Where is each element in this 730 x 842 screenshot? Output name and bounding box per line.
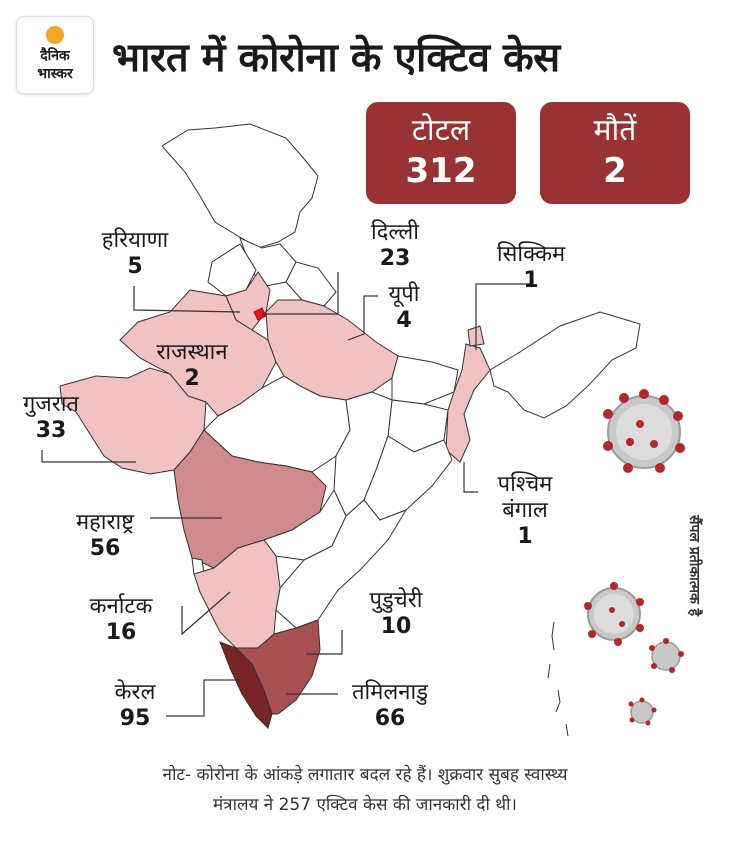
sample-symbolic-note: सैंपल प्रतीकात्मक है [686, 515, 702, 617]
west-bengal-name-1: पश्चिम [497, 472, 553, 497]
page-title: भारत में कोरोना के एक्टिव केस [112, 35, 560, 81]
up-name: यूपी [388, 282, 420, 307]
up-value: 4 [396, 308, 412, 333]
haryana-name: हरियाणा [101, 228, 169, 253]
label-haryana: हरियाणा 5 [80, 228, 190, 280]
label-puducherry: पुडुचेरी 10 [348, 588, 444, 640]
total-value: 312 [405, 151, 477, 191]
sikkim-name: सिक्किम [496, 242, 566, 267]
gujarat-value: 33 [35, 418, 67, 443]
footnote: नोट- कोरोना के आंकड़े लगातार बदल रहे हैं… [0, 760, 730, 820]
puducherry-name: पुडुचेरी [369, 588, 423, 613]
sikkim-value: 1 [523, 268, 539, 293]
rajasthan-name: राजस्थान [156, 340, 228, 365]
label-up: यूपी 4 [374, 282, 434, 334]
label-karnataka: कर्नाटक 16 [66, 594, 176, 646]
tamil-nadu-name: तमिलनाडु [352, 680, 428, 705]
state-andhra-pradesh [275, 499, 408, 629]
maharashtra-value: 56 [89, 536, 121, 561]
maharashtra-name: महाराष्ट्र [75, 510, 135, 535]
logo-line-1: दैनिक [40, 48, 70, 64]
total-box: टोटल 312 [366, 102, 516, 204]
virus-illustration-large [603, 389, 685, 473]
virus-illustration-tiny [628, 697, 657, 726]
delhi-value: 23 [379, 246, 411, 271]
karnataka-value: 16 [105, 620, 137, 645]
label-delhi: दिल्ली 23 [350, 220, 440, 272]
deaths-box: मौतें 2 [540, 102, 690, 204]
dainik-bhaskar-logo: दैनिक भास्कर [16, 16, 94, 94]
logo-line-2: भास्कर [37, 66, 73, 82]
delhi-marker [253, 307, 267, 321]
gujarat-name: गुजरात [23, 392, 79, 417]
state-uttar-pradesh [265, 299, 399, 401]
state-jammu-kashmir [161, 123, 319, 249]
delhi-name: दिल्ली [371, 220, 419, 245]
andaman-islands [547, 621, 569, 737]
kerala-value: 95 [119, 706, 151, 731]
virus-illustration-medium [584, 582, 644, 646]
label-maharashtra: महाराष्ट्र 56 [50, 510, 160, 562]
haryana-value: 5 [127, 254, 143, 279]
state-karnataka [193, 539, 281, 649]
rajasthan-value: 2 [184, 366, 200, 391]
deaths-value: 2 [603, 151, 627, 191]
label-kerala: केरल 95 [92, 680, 178, 732]
footnote-line-1: नोट- कोरोना के आंकड़े लगातार बदल रहे हैं… [162, 765, 568, 785]
label-gujarat: गुजरात 33 [6, 392, 96, 444]
tamil-nadu-value: 66 [374, 706, 406, 731]
west-bengal-value: 1 [517, 524, 533, 549]
puducherry-value: 10 [380, 614, 412, 639]
state-north-east [489, 311, 641, 419]
label-rajasthan: राजस्थान 2 [134, 340, 250, 392]
state-uttarakhand [285, 261, 337, 307]
sun-icon [46, 26, 64, 44]
footnote-line-2: मंत्रालय ने 257 एक्टिव केस की जानकारी दी… [213, 795, 517, 815]
state-bihar [391, 355, 459, 405]
state-west-bengal [445, 343, 491, 463]
state-tamil-nadu [234, 619, 321, 715]
west-bengal-name-2: बंगाल [502, 498, 548, 523]
label-sikkim: सिक्किम 1 [476, 242, 586, 294]
label-tamil-nadu: तमिलनाडु 66 [330, 680, 450, 732]
label-west-bengal: पश्चिम बंगाल 1 [470, 472, 580, 550]
virus-illustration-small [649, 638, 684, 673]
leader-lines [41, 272, 530, 717]
kerala-name: केरल [114, 680, 156, 705]
deaths-label: मौतें [593, 113, 637, 148]
total-label: टोटल [411, 113, 471, 148]
karnataka-name: कर्नाटक [89, 594, 153, 619]
state-odisha [363, 435, 453, 521]
